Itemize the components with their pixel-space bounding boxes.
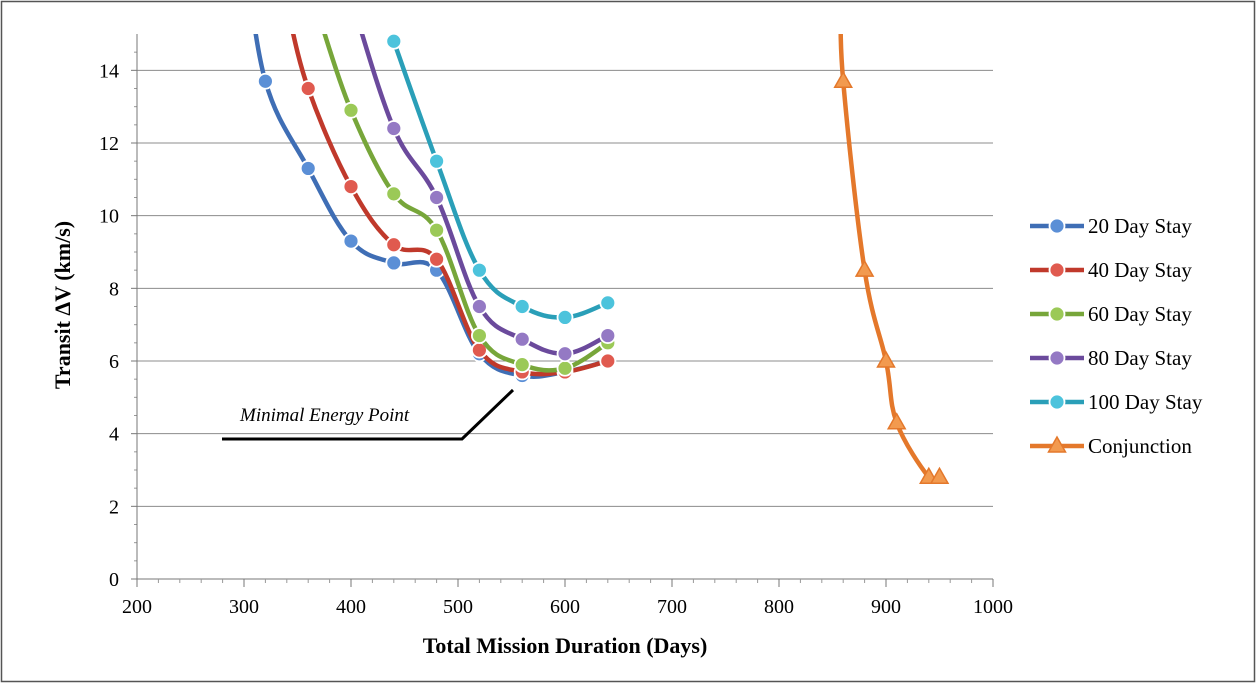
data-point — [599, 352, 617, 370]
legend-marker — [1048, 305, 1066, 323]
legend-label: 100 Day Stay — [1088, 390, 1203, 414]
legend-label: Conjunction — [1088, 434, 1192, 458]
data-point — [876, 350, 896, 368]
y-tick-label: 0 — [109, 569, 119, 591]
data-point — [513, 356, 531, 374]
minimal-energy-annotation: Minimal Energy Point — [222, 388, 515, 441]
legend-marker — [1048, 217, 1066, 235]
data-point — [556, 345, 574, 363]
data-point — [256, 72, 274, 90]
data-point — [854, 259, 875, 277]
series-3 — [359, 34, 617, 363]
data-point — [428, 221, 446, 239]
y-axis-title: Transit ΔV (km/s) — [50, 221, 75, 389]
data-point — [428, 152, 446, 170]
y-tick-label: 6 — [109, 351, 119, 373]
data-point — [513, 330, 531, 348]
data-point — [470, 261, 488, 279]
data-point — [886, 412, 907, 430]
series-4 — [385, 34, 617, 326]
series-layer — [253, 34, 950, 485]
data-point — [470, 327, 488, 344]
legend-marker — [1048, 349, 1066, 367]
x-tick-label: 600 — [550, 596, 580, 618]
data-point — [929, 466, 950, 485]
data-point — [342, 178, 360, 196]
series-5 — [833, 34, 950, 485]
data-point — [385, 34, 403, 50]
data-point — [513, 298, 531, 315]
series-1 — [290, 34, 617, 381]
data-point — [833, 70, 853, 88]
x-tick-label: 900 — [871, 596, 901, 618]
legend-label: 60 Day Stay — [1088, 302, 1192, 326]
data-point — [599, 327, 617, 344]
legend-marker — [1048, 393, 1066, 411]
y-tick-label: 10 — [99, 206, 119, 228]
x-tick-label: 800 — [764, 596, 794, 618]
x-tick-label: 700 — [657, 596, 687, 618]
axes: 0 2 4 6 8 10 12 14 200 300 400 500 600 700 800 900 1000 — [99, 34, 1013, 618]
x-tick-label: 200 — [122, 596, 152, 618]
y-tick-label: 8 — [109, 278, 119, 300]
data-point — [342, 232, 360, 250]
x-tick-label: 300 — [229, 596, 259, 618]
x-tick-label: 400 — [336, 596, 366, 618]
series-2 — [322, 34, 617, 377]
data-point — [599, 294, 617, 312]
x-axis-title: Total Mission Duration (Days) — [423, 633, 708, 658]
data-point — [385, 236, 403, 254]
data-point — [385, 185, 403, 203]
legend-label: 40 Day Stay — [1088, 258, 1192, 282]
data-point — [299, 80, 317, 97]
y-tick-label: 12 — [99, 133, 119, 155]
legend-marker — [1047, 435, 1067, 453]
y-tick-label: 4 — [109, 424, 119, 446]
data-point — [299, 160, 317, 177]
x-tick-label: 1000 — [973, 596, 1013, 618]
legend-label: 20 Day Stay — [1088, 214, 1192, 238]
data-point — [470, 298, 488, 315]
data-point — [428, 250, 446, 268]
legend: 20 Day Stay 40 Day Stay 60 Day Stay 80 Day … — [1030, 214, 1203, 458]
legend-marker — [1048, 261, 1066, 279]
data-point — [556, 359, 574, 377]
annotation-leader-line — [222, 388, 515, 441]
data-point — [385, 254, 403, 272]
data-point — [342, 101, 360, 119]
y-tick-label: 14 — [99, 60, 119, 82]
annotation-text: Minimal Energy Point — [239, 405, 410, 426]
data-point — [385, 120, 403, 137]
data-point — [428, 189, 446, 206]
x-tick-label: 500 — [443, 596, 473, 618]
data-point — [556, 308, 574, 326]
legend-label: 80 Day Stay — [1088, 346, 1192, 370]
y-tick-label: 2 — [109, 496, 119, 518]
